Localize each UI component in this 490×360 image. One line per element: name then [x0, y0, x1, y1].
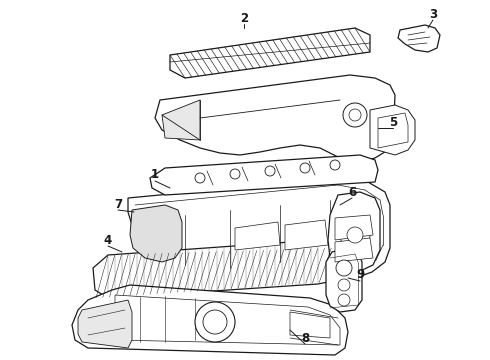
Text: 7: 7 [114, 198, 122, 211]
Polygon shape [162, 100, 200, 140]
Polygon shape [328, 192, 380, 272]
Polygon shape [155, 75, 395, 162]
Polygon shape [290, 312, 330, 338]
Text: 1: 1 [151, 168, 159, 181]
Circle shape [338, 294, 350, 306]
Circle shape [347, 227, 363, 243]
Circle shape [340, 220, 370, 250]
Polygon shape [150, 155, 378, 195]
Polygon shape [235, 222, 280, 250]
Text: 4: 4 [104, 234, 112, 247]
Polygon shape [115, 295, 340, 345]
Polygon shape [285, 220, 328, 250]
Polygon shape [370, 105, 415, 155]
Circle shape [265, 166, 275, 176]
Circle shape [195, 173, 205, 183]
Circle shape [300, 163, 310, 173]
Text: 6: 6 [348, 185, 356, 198]
Polygon shape [93, 240, 348, 298]
Circle shape [338, 279, 350, 291]
Polygon shape [130, 205, 182, 262]
Circle shape [343, 103, 367, 127]
Polygon shape [398, 25, 440, 52]
Text: 5: 5 [389, 116, 397, 129]
Polygon shape [335, 238, 373, 262]
Polygon shape [335, 215, 373, 240]
Circle shape [203, 310, 227, 334]
Circle shape [195, 302, 235, 342]
Text: 3: 3 [429, 8, 437, 21]
Circle shape [336, 260, 352, 276]
Polygon shape [78, 300, 132, 348]
Circle shape [349, 109, 361, 121]
Polygon shape [170, 28, 370, 78]
Circle shape [330, 160, 340, 170]
Text: 2: 2 [240, 12, 248, 24]
Polygon shape [378, 113, 408, 148]
Text: 9: 9 [356, 269, 364, 282]
Text: 8: 8 [301, 332, 309, 345]
Polygon shape [72, 285, 348, 355]
Polygon shape [128, 178, 390, 278]
Circle shape [230, 169, 240, 179]
Polygon shape [326, 248, 362, 312]
